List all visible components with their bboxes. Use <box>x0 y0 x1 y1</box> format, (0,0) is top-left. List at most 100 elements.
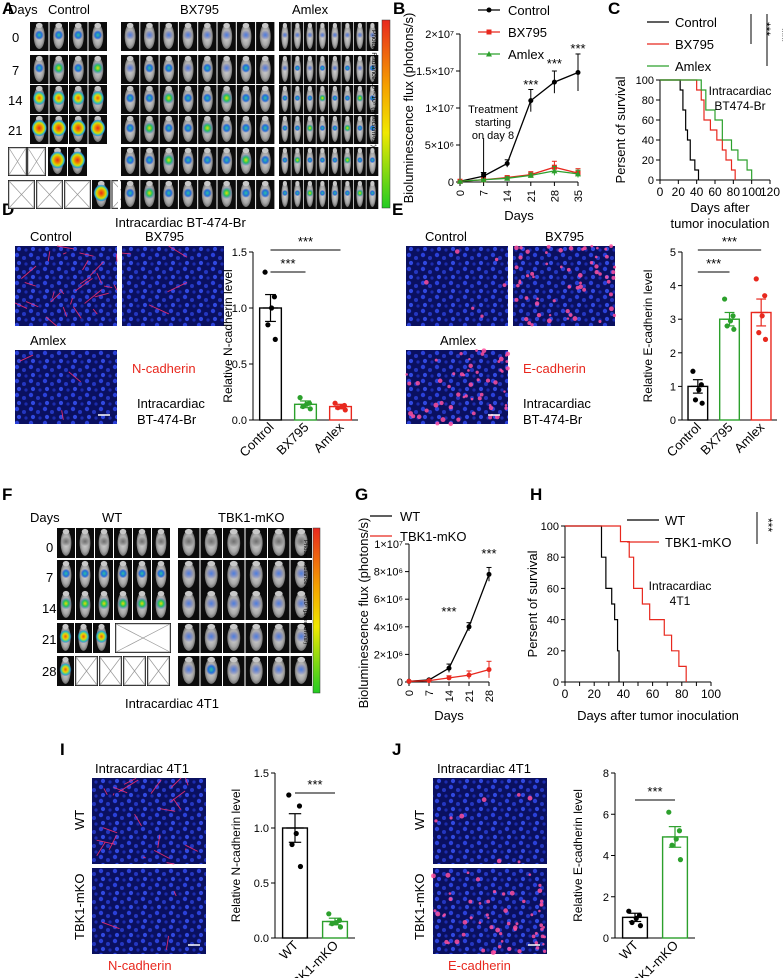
chartI-ytick-label: 0.5 <box>254 878 269 890</box>
panel-a-imaging: Days Control BX795 Amlex 0 7 14 21 28 35… <box>8 2 391 230</box>
chartD-point <box>265 322 271 328</box>
mouse-bx-r3-6-signal <box>241 123 251 133</box>
ecad-dot-ctrl <box>424 280 429 285</box>
mouse-ko-r3-3-head <box>252 623 261 630</box>
chartC-xtick-label: 80 <box>727 185 741 199</box>
chartH-xtick-label: 40 <box>617 687 631 701</box>
ecad-dot-ko <box>433 909 437 913</box>
mouse-bx-r0-2-head <box>165 22 173 29</box>
chartD-xtick-label: Amlex <box>310 419 346 455</box>
mouse-am-r3-5-signal <box>343 124 351 132</box>
ecad-dot-bx <box>594 255 598 259</box>
mouse-bx-r0-7-head <box>261 22 269 29</box>
mouse-bx-r2-7-signal <box>260 93 270 103</box>
mouse-am-r4-2-head <box>307 147 313 154</box>
ecad-dot-ko <box>448 897 453 902</box>
chartB-annotation-line: Treatment <box>468 104 518 116</box>
ecad-dot-bx <box>609 306 614 312</box>
panel-letter-f: F <box>2 485 12 504</box>
mouse-am-r4-0-signal <box>282 156 288 164</box>
ecad-dot-bx <box>519 246 523 250</box>
chartB-ytick-label: 1×10⁷ <box>425 103 454 115</box>
ecad-dot-ko <box>469 916 473 920</box>
mouse-am-r5-7-head <box>370 180 375 187</box>
chartB-xtick-label: 0 <box>455 190 467 196</box>
chartC-xlabel: tumor inoculation <box>671 216 770 231</box>
chartI-point <box>296 803 303 809</box>
mouse-wt-r0-4-signal <box>137 536 147 547</box>
chartB-point <box>575 69 581 75</box>
mouse-am-r0-2-signal <box>307 31 313 39</box>
ecad-dot-bx <box>604 247 608 251</box>
chartD-sig: *** <box>298 234 313 249</box>
chartH-annotation: 4T1 <box>670 594 691 608</box>
ncad-strand-wt <box>112 793 115 796</box>
chartJ-point <box>633 915 639 922</box>
ncad-strand-am <box>61 410 64 420</box>
chartJ-ytick-label: 2 <box>603 892 609 904</box>
ecad-dot-am <box>462 373 466 377</box>
mouse-wt-r1-4-signal <box>137 568 147 579</box>
mouse-bx-r0-1-head <box>146 22 153 29</box>
mouse-am-r0-6-signal <box>357 31 363 39</box>
mouse-ko-r3-0-head <box>184 623 193 630</box>
ecad-dot-bx <box>594 264 599 269</box>
mouse-wt-r3-0-head <box>62 623 69 630</box>
ecad-dot-ko <box>485 913 489 917</box>
chartB-legend-label: Amlex <box>508 47 545 62</box>
group-label-tbk1-f: TBK1-mKO <box>218 510 284 525</box>
mouse-ko-r0-3-head <box>252 528 261 535</box>
mouse-wt-r2-3-signal <box>117 597 129 610</box>
mouse-ko-r4-0-signal <box>183 663 194 676</box>
ecad-dot-bx <box>598 319 602 324</box>
mouse-am-r2-0-signal <box>282 94 288 102</box>
day-label-f-21: 21 <box>42 632 56 647</box>
ecad-dot-ko <box>487 916 490 920</box>
chartJ-point <box>676 828 683 834</box>
mouse-am-r3-2-signal <box>306 124 314 132</box>
mouse-bx-r3-5-head <box>223 115 230 122</box>
mouse-ctrl-r3-3-signal <box>89 119 106 137</box>
ncad-strand-ctrl <box>84 289 103 304</box>
mouse-am-r5-3-signal <box>319 189 326 197</box>
mouse-bx-r3-6-head <box>242 115 250 122</box>
ecad-dot-bx <box>514 297 519 302</box>
ecad-dot-am <box>505 351 511 356</box>
chartC-sig: *** <box>759 22 773 36</box>
ecad-dot-am <box>494 414 500 420</box>
mouse-ko-r1-1-signal <box>206 567 217 580</box>
chartE-point <box>753 276 759 282</box>
chartE-ytick-label: 3 <box>670 314 676 326</box>
mouse-bx-r0-0-head <box>126 22 134 29</box>
mouse-wt-r2-5-head <box>157 590 165 597</box>
ecad-dot-bx <box>577 273 583 278</box>
mouse-bx-r4-6-head <box>242 147 250 154</box>
img-label-bx795-e: BX795 <box>545 229 584 244</box>
chartJ-xtick-label: WT <box>616 937 641 962</box>
chartH-sig: *** <box>761 518 775 532</box>
ncad-strand-ctrl <box>89 261 104 277</box>
chartC-ytick-label: 100 <box>636 75 654 87</box>
ncad-strand-wt <box>150 779 162 794</box>
micrograph-tbk1-i <box>92 868 206 954</box>
mouse-bx-r2-4-signal <box>202 93 212 103</box>
ecad-dot-am <box>456 417 461 422</box>
mouse-bx-r4-7-head <box>261 147 269 154</box>
ecad-dot-bx <box>611 275 616 280</box>
group-label-control: Control <box>48 2 90 17</box>
ecad-dot-bx <box>548 313 552 317</box>
mouse-ko-r1-2-signal <box>228 567 239 580</box>
chartH-xtick-label: 100 <box>701 687 721 701</box>
ecad-dot-am <box>479 392 484 397</box>
chartD-point <box>268 305 275 311</box>
chartE-sig: *** <box>706 256 721 271</box>
mouse-ko-r4-5-head <box>297 656 306 663</box>
mouse-bx-r5-1-signal <box>143 187 155 200</box>
ecad-dot-am <box>435 421 440 426</box>
mouse-bx-r3-1-signal <box>143 122 155 135</box>
chartG-point <box>486 571 492 577</box>
mouse-bx-r4-0-signal <box>125 155 135 165</box>
ecad-dot-ko <box>447 941 450 945</box>
ncad-strand-wt <box>142 856 146 859</box>
ecad-dot-am <box>488 415 493 420</box>
